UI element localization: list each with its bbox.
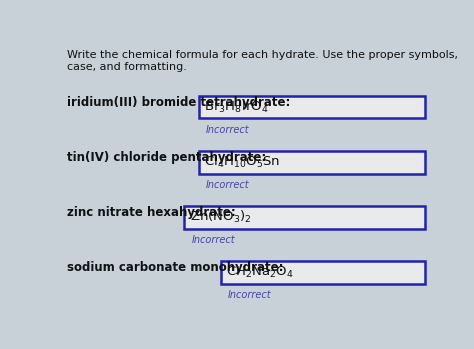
Text: Incorrect: Incorrect bbox=[206, 180, 250, 190]
Text: $\mathregular{Zn(NO_3)_2}$: $\mathregular{Zn(NO_3)_2}$ bbox=[190, 209, 251, 225]
Text: Write the chemical formula for each hydrate. Use the proper symbols, case, and f: Write the chemical formula for each hydr… bbox=[66, 50, 457, 72]
Text: $\mathregular{Br_3H_8IrO_4}$: $\mathregular{Br_3H_8IrO_4}$ bbox=[204, 99, 269, 114]
FancyBboxPatch shape bbox=[199, 96, 425, 118]
Text: iridium(III) bromide tetrahydrate:: iridium(III) bromide tetrahydrate: bbox=[66, 96, 290, 109]
Text: $\mathregular{CH_2Na_2O_4}$: $\mathregular{CH_2Na_2O_4}$ bbox=[227, 265, 294, 280]
Text: tin(IV) chloride pentahydrate:: tin(IV) chloride pentahydrate: bbox=[66, 151, 266, 164]
Text: Incorrect: Incorrect bbox=[191, 235, 235, 245]
FancyBboxPatch shape bbox=[199, 151, 425, 173]
Text: $\mathregular{Cl_4H_{10}O_5Sn}$: $\mathregular{Cl_4H_{10}O_5Sn}$ bbox=[204, 154, 281, 170]
Text: Incorrect: Incorrect bbox=[228, 290, 272, 300]
FancyBboxPatch shape bbox=[184, 206, 425, 229]
Text: Incorrect: Incorrect bbox=[206, 125, 250, 135]
Text: zinc nitrate hexahydrate:: zinc nitrate hexahydrate: bbox=[66, 206, 236, 219]
Text: sodium carbonate monohydrate:: sodium carbonate monohydrate: bbox=[66, 261, 283, 274]
FancyBboxPatch shape bbox=[221, 261, 425, 284]
